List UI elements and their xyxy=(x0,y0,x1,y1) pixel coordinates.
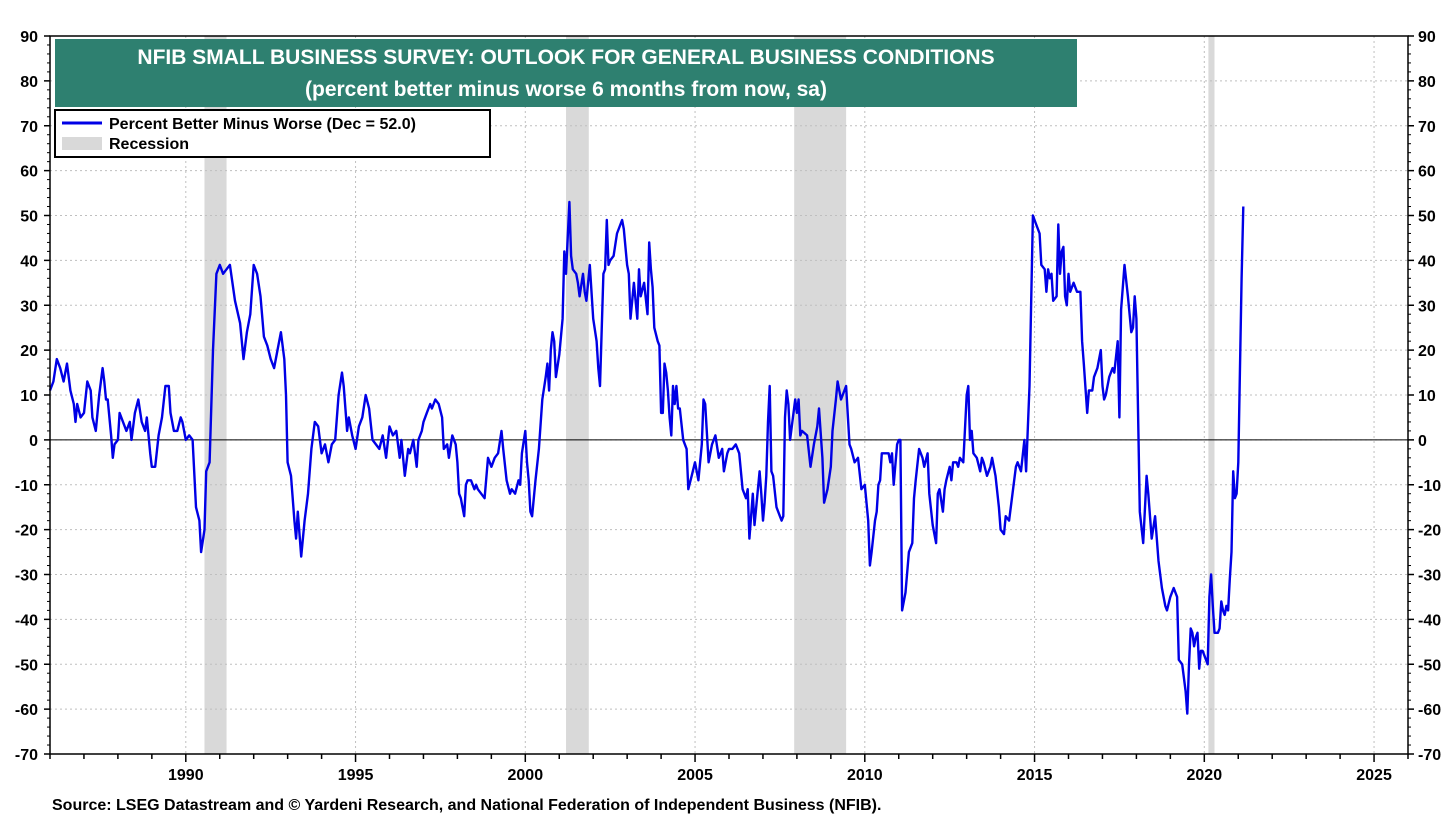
y-tick-right-16: -70 xyxy=(1418,747,1441,764)
y-tick-left-12: -30 xyxy=(15,568,38,585)
y-tick-left-1: 80 xyxy=(20,74,38,91)
legend-recession-swatch xyxy=(62,137,102,150)
y-tick-left-6: 30 xyxy=(20,298,38,315)
y-tick-left-0: 90 xyxy=(20,29,38,46)
y-tick-left-11: -20 xyxy=(15,523,38,540)
x-tick-7: 2025 xyxy=(1356,767,1392,784)
y-tick-left-13: -40 xyxy=(15,612,38,629)
y-axis-right: 90 80 70 60 50 40 30 20 10 0 -10 -20 -30 -40 -50 -60 -70 xyxy=(1408,29,1441,764)
y-tick-right-15: -60 xyxy=(1418,702,1441,719)
y-tick-right-8: 10 xyxy=(1418,388,1436,405)
source-note: Source: LSEG Datastream and © Yardeni Re… xyxy=(52,797,881,814)
x-tick-2: 2000 xyxy=(508,767,544,784)
y-tick-left-10: -10 xyxy=(15,478,38,495)
y-axis-left: 90 80 70 60 50 40 30 20 10 0 -10 -20 -30 -40 -50 -60 -70 xyxy=(15,29,50,764)
x-tick-4: 2010 xyxy=(847,767,883,784)
y-tick-right-13: -40 xyxy=(1418,612,1441,629)
y-tick-right-4: 50 xyxy=(1418,209,1436,226)
y-tick-right-3: 60 xyxy=(1418,164,1436,181)
y-tick-right-10: -10 xyxy=(1418,478,1441,495)
x-tick-3: 2005 xyxy=(677,767,713,784)
x-tick-6: 2020 xyxy=(1187,767,1223,784)
legend-entry-series: Percent Better Minus Worse (Dec = 52.0) xyxy=(109,116,416,133)
y-tick-left-4: 50 xyxy=(20,209,38,226)
x-tick-1: 1995 xyxy=(338,767,374,784)
y-tick-left-16: -70 xyxy=(15,747,38,764)
y-tick-left-8: 10 xyxy=(20,388,38,405)
chart-title: NFIB SMALL BUSINESS SURVEY: OUTLOOK FOR … xyxy=(137,46,994,69)
series-line-0 xyxy=(48,200,1245,715)
y-tick-left-14: -50 xyxy=(15,657,38,674)
legend-box xyxy=(54,109,491,158)
y-tick-right-2: 70 xyxy=(1418,119,1436,136)
y-tick-left-9: 0 xyxy=(29,433,38,450)
y-tick-right-5: 40 xyxy=(1418,253,1436,270)
x-tick-5: 2015 xyxy=(1017,767,1053,784)
y-tick-right-6: 30 xyxy=(1418,298,1436,315)
x-axis: 1990 1995 2000 2005 2010 2015 2020 2025 xyxy=(49,754,1409,784)
y-tick-right-11: -20 xyxy=(1418,523,1441,540)
y-tick-right-7: 20 xyxy=(1418,343,1436,360)
legend: Percent Better Minus Worse (Dec = 52.0) … xyxy=(54,109,491,158)
y-tick-left-5: 40 xyxy=(20,253,38,270)
y-tick-right-12: -30 xyxy=(1418,568,1441,585)
chart-subtitle: (percent better minus worse 6 months fro… xyxy=(305,78,827,101)
title-background xyxy=(55,39,1077,107)
y-tick-left-3: 60 xyxy=(20,164,38,181)
title-box: NFIB SMALL BUSINESS SURVEY: OUTLOOK FOR … xyxy=(55,39,1077,107)
y-tick-right-9: 0 xyxy=(1418,433,1427,450)
y-tick-left-7: 20 xyxy=(20,343,38,360)
y-tick-right-1: 80 xyxy=(1418,74,1436,91)
legend-entry-recession: Recession xyxy=(109,136,189,153)
y-tick-left-2: 70 xyxy=(20,119,38,136)
series-layer xyxy=(48,200,1245,715)
x-tick-0: 1990 xyxy=(168,767,204,784)
y-tick-left-15: -60 xyxy=(15,702,38,719)
y-tick-right-14: -50 xyxy=(1418,657,1441,674)
y-tick-right-0: 90 xyxy=(1418,29,1436,46)
